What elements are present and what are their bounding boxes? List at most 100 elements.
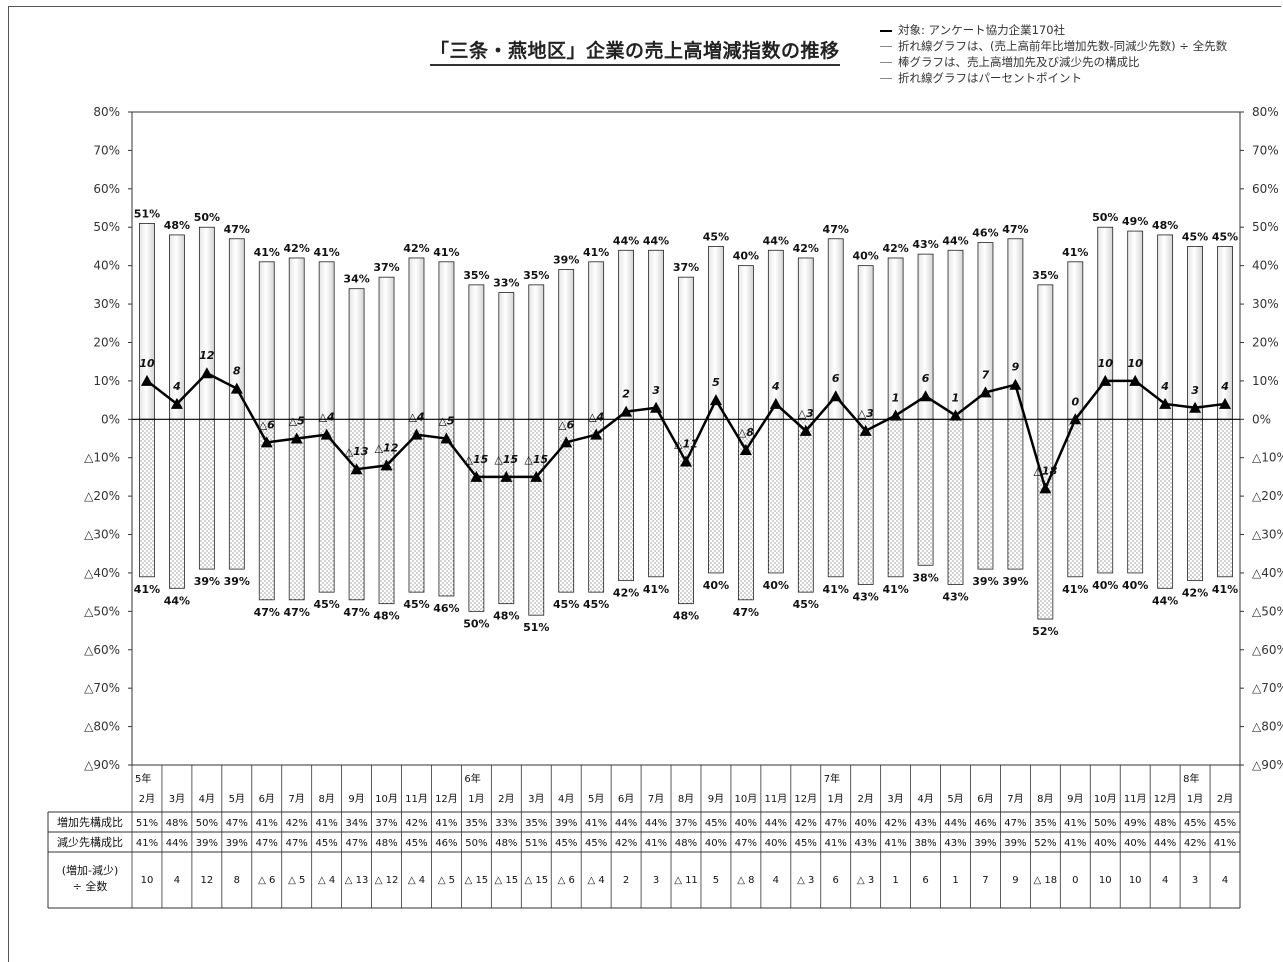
decrease-bar: [1157, 418, 1174, 589]
table-cell-index: 4: [773, 875, 779, 886]
index-marker: [500, 470, 513, 482]
table-cell-decrease: 45%: [555, 838, 577, 849]
increase-bar: [1097, 226, 1114, 420]
decrease-bar: [408, 418, 425, 593]
table-cell-decrease: 45%: [585, 838, 607, 849]
table-cell-decrease: 41%: [885, 838, 907, 849]
increase-label: 34%: [343, 273, 369, 286]
table-cell-decrease: 51%: [525, 838, 547, 849]
table-cell-decrease: 39%: [196, 838, 218, 849]
x-tick-label: 12月: [794, 793, 817, 805]
table-cell-index: 12: [200, 875, 213, 886]
x-tick-label: 11月: [764, 793, 787, 805]
increase-label: 49%: [1122, 215, 1148, 228]
index-marker: [680, 455, 692, 467]
table-cell-increase: 50%: [196, 818, 218, 829]
index-value-label: 5: [712, 376, 720, 389]
decrease-bar: [827, 418, 844, 578]
y-tick-label-left: △20%: [84, 489, 120, 503]
table-cell-index: △ 3: [857, 875, 874, 886]
decrease-bar: [887, 418, 904, 578]
increase-bar: [767, 249, 784, 420]
table-cell-decrease: 39%: [1004, 838, 1026, 849]
x-year-label: 5年: [135, 772, 151, 785]
decrease-bar: [1037, 418, 1054, 620]
x-tick-label: 2月: [857, 793, 873, 805]
index-value-label: △12: [375, 441, 399, 454]
table-cell-index: 0: [1072, 875, 1078, 886]
index-marker: [380, 459, 393, 471]
y-tick-label-left: 50%: [93, 220, 120, 234]
decrease-bar: [1007, 418, 1024, 570]
table-cell-decrease: 41%: [645, 838, 667, 849]
table-cell-index: △ 15: [524, 875, 548, 886]
x-tick-label: 7月: [289, 793, 305, 805]
y-tick-label-right: 70%: [1252, 143, 1279, 157]
x-tick-label: 8月: [1037, 793, 1053, 805]
increase-label: 33%: [493, 277, 519, 290]
table-cell-index: △ 5: [288, 875, 305, 886]
table-cell-increase: 49%: [1124, 818, 1146, 829]
x-tick-label: 1月: [1187, 793, 1203, 805]
x-tick-label: 2月: [1217, 793, 1233, 805]
table-cell-index: 4: [174, 875, 180, 886]
decrease-label: 41%: [643, 583, 669, 596]
table-cell-index: △ 11: [674, 875, 698, 886]
increase-bar: [708, 246, 724, 420]
increase-label: 45%: [1182, 230, 1208, 243]
note-dash: [880, 46, 892, 47]
x-tick-label: 8月: [318, 793, 334, 805]
table-cell-index: 1: [892, 875, 898, 886]
table-cell-increase: 41%: [435, 818, 457, 829]
index-marker: [590, 428, 603, 440]
increase-label: 47%: [224, 223, 250, 236]
table-cell-increase: 50%: [1094, 818, 1116, 829]
decrease-label: 51%: [523, 621, 549, 634]
increase-label: 41%: [313, 246, 339, 259]
index-marker: [709, 394, 722, 406]
table-cell-decrease: 47%: [286, 838, 308, 849]
decrease-bar: [288, 418, 305, 601]
table-cell-decrease: 41%: [1064, 838, 1086, 849]
index-marker: [739, 444, 752, 456]
table-header-index: ÷ 全数: [73, 879, 108, 893]
table-cell-decrease: 41%: [1214, 838, 1236, 849]
decrease-label: 39%: [194, 575, 220, 588]
increase-label: 39%: [553, 253, 579, 266]
index-marker: [140, 374, 153, 386]
decrease-label: 39%: [1002, 575, 1028, 588]
increase-bar: [288, 257, 305, 420]
y-tick-label-left: 30%: [93, 297, 120, 311]
table-cell-decrease: 45%: [316, 838, 338, 849]
table-cell-decrease: 41%: [136, 838, 158, 849]
index-value-label: 10: [1098, 357, 1114, 370]
table-cell-increase: 44%: [765, 818, 787, 829]
index-value-label: 4: [1220, 380, 1229, 393]
table-cell-index: △ 6: [258, 875, 275, 886]
table-cell-decrease: 50%: [465, 838, 487, 849]
decrease-label: 41%: [1212, 583, 1238, 596]
decrease-label: 46%: [433, 602, 459, 615]
chart-frame: [8, 6, 1281, 962]
y-tick-label-right: △30%: [1252, 528, 1283, 542]
increase-label: 47%: [823, 223, 849, 236]
index-value-label: 4: [771, 380, 780, 393]
table-cell-decrease: 40%: [765, 838, 787, 849]
table-cell-index: 1: [952, 875, 958, 886]
increase-bar: [588, 261, 605, 420]
increase-bar: [198, 226, 215, 420]
x-tick-label: 2月: [139, 793, 155, 805]
decrease-bar: [528, 418, 545, 616]
increase-label: 41%: [433, 246, 459, 259]
increase-label: 45%: [703, 230, 729, 243]
table-cell-decrease: 40%: [1124, 838, 1146, 849]
table-cell-increase: 41%: [585, 818, 607, 829]
table-cell-decrease: 47%: [256, 838, 278, 849]
table-cell-index: 9: [1012, 875, 1018, 886]
x-tick-label: 2月: [498, 793, 514, 805]
increase-bar: [857, 265, 874, 420]
increase-label: 42%: [882, 242, 908, 255]
index-value-label: 2: [622, 388, 630, 401]
decrease-bar: [857, 418, 874, 585]
decrease-bar: [228, 418, 245, 570]
